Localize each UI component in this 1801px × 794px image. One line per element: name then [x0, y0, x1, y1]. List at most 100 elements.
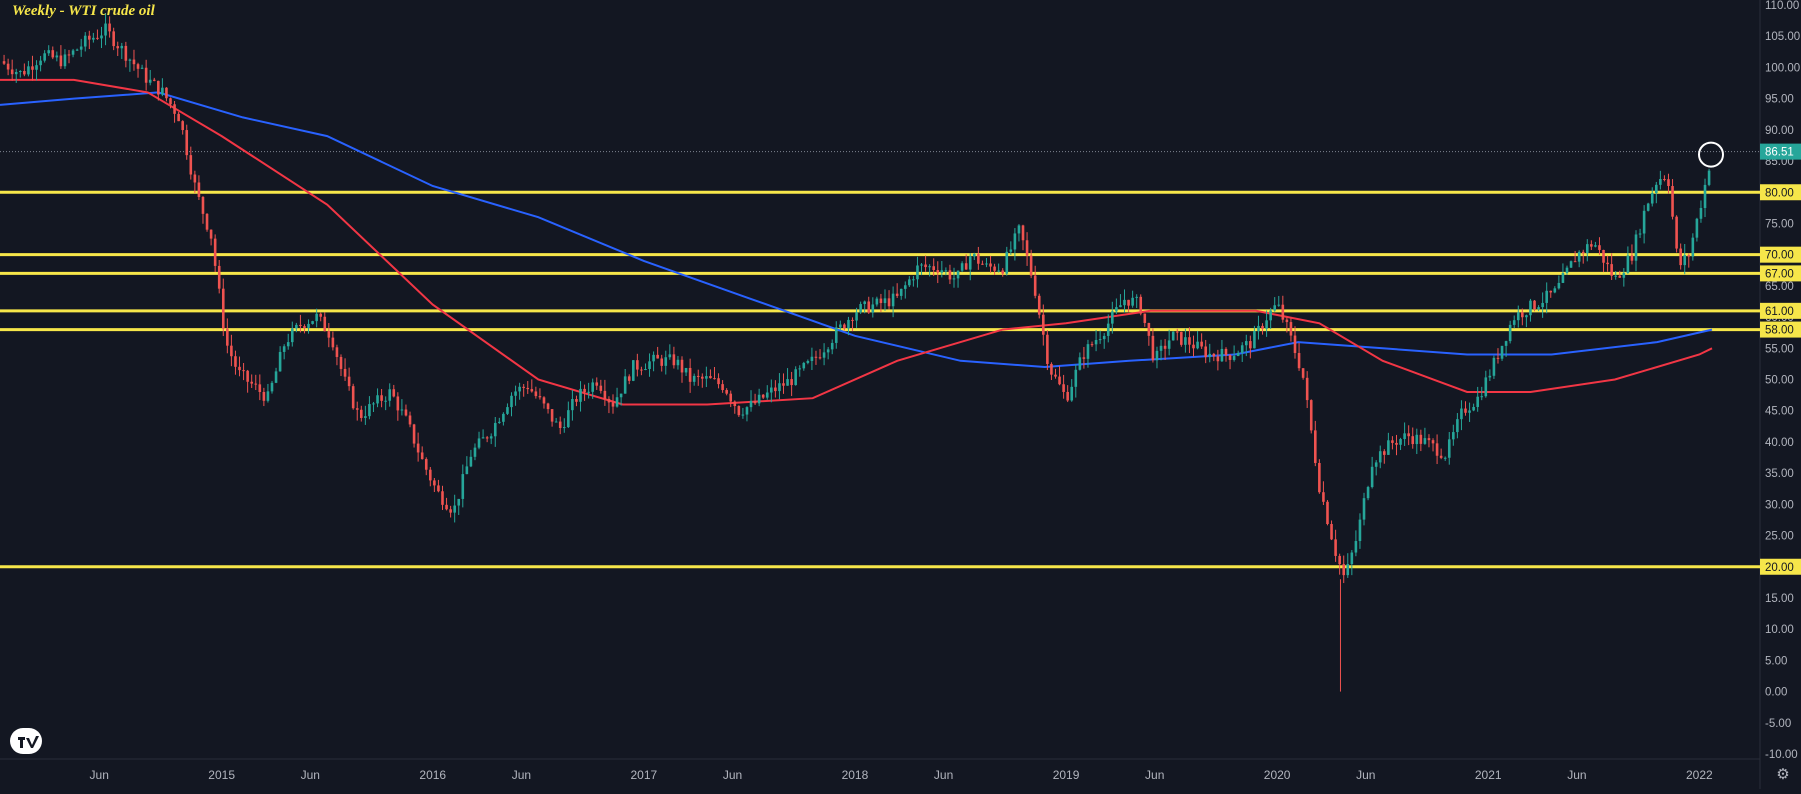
candle-body — [786, 379, 789, 386]
y-tick-label: 65.00 — [1765, 281, 1794, 293]
candle-body — [1488, 375, 1492, 378]
level-price-label: 61.00 — [1765, 306, 1794, 318]
candle-body — [765, 392, 769, 398]
candle-body — [502, 413, 505, 422]
candle-body — [952, 278, 956, 280]
candle-body — [1500, 345, 1504, 359]
candle-body — [331, 337, 335, 348]
candle-body — [368, 404, 371, 417]
candle-body — [1638, 233, 1642, 235]
candle-body — [1025, 240, 1029, 256]
candle-body — [802, 362, 806, 369]
candle-body — [1001, 270, 1005, 274]
y-tick-label: 110.00 — [1765, 0, 1799, 12]
candle-body — [1013, 233, 1017, 250]
candle-body — [197, 182, 201, 197]
candle-body — [830, 342, 834, 350]
candle-body — [489, 436, 493, 439]
candle-body — [977, 253, 980, 264]
candle-body — [315, 313, 318, 322]
candle-body — [412, 424, 416, 444]
candle-body — [591, 382, 594, 392]
candle-body — [420, 452, 424, 460]
candle-body — [696, 375, 700, 377]
candle-body — [445, 504, 448, 510]
candle-body — [92, 37, 95, 40]
candle-body — [631, 360, 635, 381]
candle-body — [940, 270, 944, 273]
candle-body — [1151, 335, 1155, 361]
candle-body — [770, 387, 773, 393]
candle-body — [295, 324, 298, 329]
x-tick-label: 2016 — [419, 768, 446, 782]
candle-body — [587, 391, 590, 393]
candle-body — [1427, 438, 1431, 441]
candle-body — [1066, 391, 1069, 401]
candle-body — [1650, 193, 1654, 204]
candle-body — [1602, 249, 1605, 263]
gear-icon[interactable]: ⚙ — [1776, 766, 1790, 783]
candle-body — [672, 354, 676, 366]
candle-body — [709, 376, 712, 379]
candle-body — [1541, 302, 1544, 308]
candle-body — [782, 383, 785, 386]
x-tick-label: 2018 — [842, 768, 869, 782]
candle-body — [822, 352, 826, 358]
candle-body — [372, 403, 375, 405]
candle-body — [741, 414, 745, 416]
candle-body — [705, 376, 708, 379]
candle-body — [656, 354, 659, 359]
candle-body — [1468, 410, 1471, 413]
candle-body — [1472, 406, 1475, 411]
candle-body — [477, 438, 481, 448]
tradingview-logo[interactable] — [10, 728, 42, 754]
candle-body — [1618, 275, 1622, 278]
candle-body — [1504, 341, 1508, 346]
candle-body — [1277, 304, 1281, 306]
candle-body — [43, 53, 46, 61]
candle-body — [737, 406, 741, 416]
candle-body — [157, 80, 160, 95]
candle-body — [964, 263, 968, 270]
candle-body — [1521, 312, 1524, 318]
level-price-label-bg — [1760, 246, 1801, 263]
y-tick-label: 95.00 — [1765, 94, 1794, 106]
candle-body — [1212, 353, 1216, 357]
candle-body — [510, 395, 513, 408]
candle-body — [1411, 436, 1415, 445]
candle-body — [238, 366, 241, 371]
candle-body — [1529, 300, 1532, 316]
candle-body — [818, 357, 822, 359]
candle-body — [652, 354, 655, 362]
candle-body — [916, 265, 919, 280]
candle-body — [67, 54, 71, 56]
candle-body — [23, 71, 26, 75]
candle-body — [1464, 408, 1467, 413]
candle-body — [1659, 178, 1662, 185]
y-tick-label: -5.00 — [1765, 718, 1791, 730]
candle-body — [388, 389, 392, 401]
candle-body — [213, 238, 217, 266]
candle-body — [794, 369, 797, 386]
candle-body — [733, 401, 737, 407]
candle-body — [627, 376, 631, 381]
y-tick-label: 50.00 — [1765, 375, 1794, 387]
candle-body — [997, 270, 1000, 272]
candle-body — [985, 263, 988, 265]
x-tick-label: 2019 — [1053, 768, 1080, 782]
candle-body — [1387, 440, 1390, 455]
candle-body — [144, 67, 148, 83]
candle-body — [1021, 225, 1025, 241]
candle-body — [376, 395, 379, 404]
candle-body — [193, 174, 197, 183]
candle-body — [855, 312, 858, 321]
candle-body — [863, 301, 866, 305]
x-tick-label: Jun — [1567, 768, 1586, 782]
candle-body — [1102, 335, 1106, 340]
candle-body — [1094, 340, 1098, 345]
candle-body — [798, 368, 802, 370]
y-tick-label: 15.00 — [1765, 593, 1794, 605]
